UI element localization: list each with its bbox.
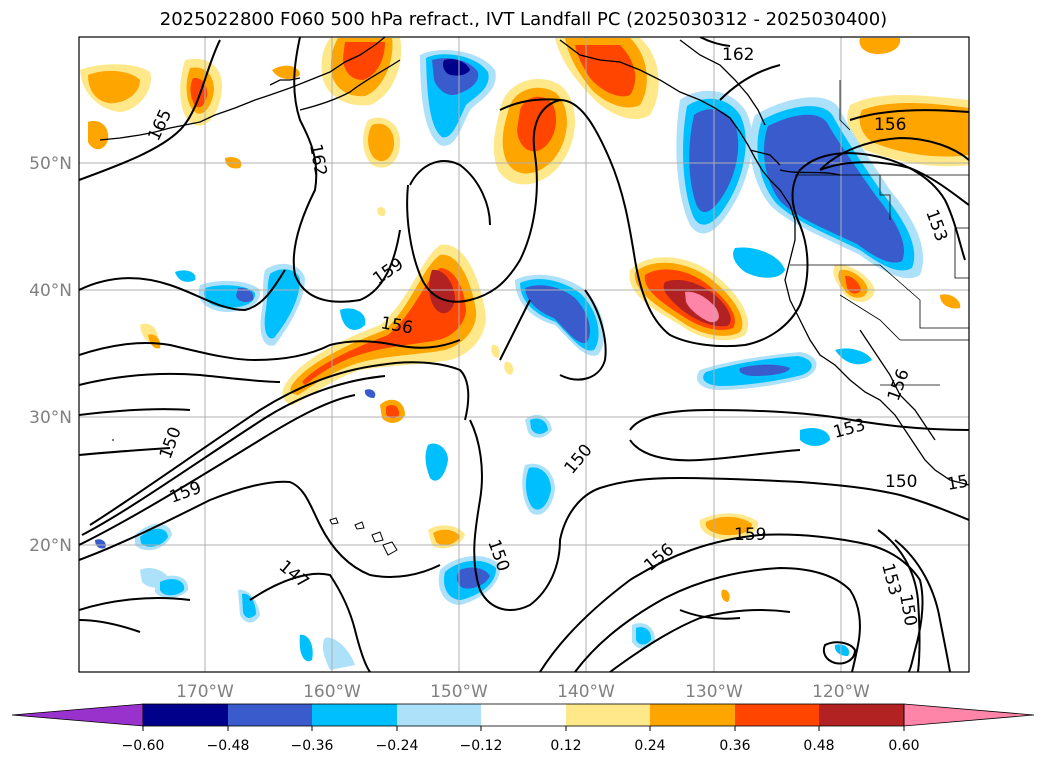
colorbar-ticks [142,726,905,731]
lat-label-40n: 40°N [29,281,72,301]
colorbar-tick-label: −0.24 [376,738,419,754]
lon-label-140w: 140°W [557,682,615,702]
longitude-labels: 170°W 160°W 150°W 140°W 130°W 120°W [176,682,870,702]
colorbar-tick-label: 0.36 [719,738,750,754]
lat-label-30n: 30°N [29,408,72,428]
lat-label-50n: 50°N [29,154,72,174]
map-area: 165 162 162 156 159 156 150 159 147 150 … [79,37,970,672]
colorbar-bin [650,704,735,726]
colorbar: −0.60 −0.48 −0.36 −0.24 −0.12 0.12 0.24 … [11,703,1035,754]
contour-label: 162 [722,45,754,65]
lon-label-120w: 120°W [812,682,870,702]
colorbar-bin [312,704,397,726]
ivt-contours [79,37,969,672]
borders [790,80,969,386]
lon-label-130w: 130°W [685,682,743,702]
lon-label-150w: 150°W [430,682,488,702]
colorbar-tick-label: −0.12 [460,738,503,754]
colorbar-tick-label: 0.48 [803,738,834,754]
colorbar-bin [566,704,650,726]
colorbar-tick-label: 0.24 [634,738,665,754]
latitude-labels: 50°N 40°N 30°N 20°N [29,154,72,556]
map-frame [78,36,970,673]
colorbar-bin [481,704,566,726]
lon-label-170w: 170°W [176,682,234,702]
colorbar-bin [228,704,312,726]
colorbar-bin [143,704,228,726]
lon-label-160w: 160°W [303,682,361,702]
positive-anomaly-patches [80,58,386,217]
colorbar-extend-low [11,703,144,727]
contour-label: 150 [885,472,917,492]
contour-label: 15 [945,471,970,494]
islands [112,439,398,556]
contour-label: 156 [874,115,906,135]
lat-label-20n: 20°N [29,536,72,556]
negative-anomaly-patches [95,50,924,670]
colorbar-tick-label: −0.60 [122,738,165,754]
colorbar-extend-high [903,703,1035,727]
colorbar-bin [735,704,819,726]
graticule [79,37,969,672]
colorbar-tick-label: −0.36 [291,738,334,754]
colorbar-tick-label: −0.48 [207,738,250,754]
colorbar-tick-label: 0.60 [888,738,919,754]
contour-label: 159 [734,525,766,545]
colorbar-tick-label: 0.12 [550,738,581,754]
colorbar-bin [397,704,481,726]
map-title: 2025022800 F060 500 hPa refract., IVT La… [159,9,888,30]
colorbar-bin [819,704,904,726]
